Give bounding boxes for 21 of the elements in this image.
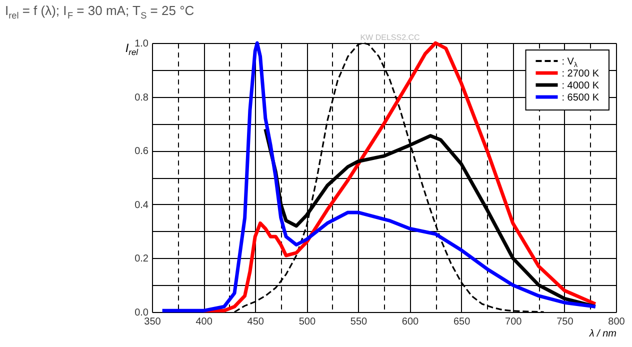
x-tick-label: 550 [350, 316, 368, 328]
x-tick-label: 600 [402, 316, 420, 328]
x-tick-label: 800 [608, 316, 626, 328]
legend-label: : 2700 K [562, 68, 600, 80]
x-tick-label: 500 [298, 316, 316, 328]
x-tick-label: 700 [505, 316, 522, 328]
y-tick-label: 0.6 [134, 146, 149, 158]
y-tick-label: 0.4 [134, 200, 149, 211]
x-tick-label: 350 [144, 316, 162, 328]
y-tick-label: 0.0 [134, 308, 149, 318]
text: KW DELSS2.CC [360, 33, 420, 42]
legend-label: : 4000 K [562, 80, 600, 92]
y-tick-label: 0.8 [134, 92, 149, 104]
legend-label: : 6500 K [562, 92, 600, 104]
y-tick-label: 0.2 [134, 254, 149, 265]
x-axis-title: λ / nm [588, 328, 616, 340]
x-tick-label: 450 [247, 316, 264, 328]
x-tick-label: 750 [556, 316, 574, 328]
x-tick-label: 650 [453, 316, 471, 328]
x-tick-label: 400 [196, 316, 213, 328]
y-tick-label: 1.0 [134, 38, 149, 50]
